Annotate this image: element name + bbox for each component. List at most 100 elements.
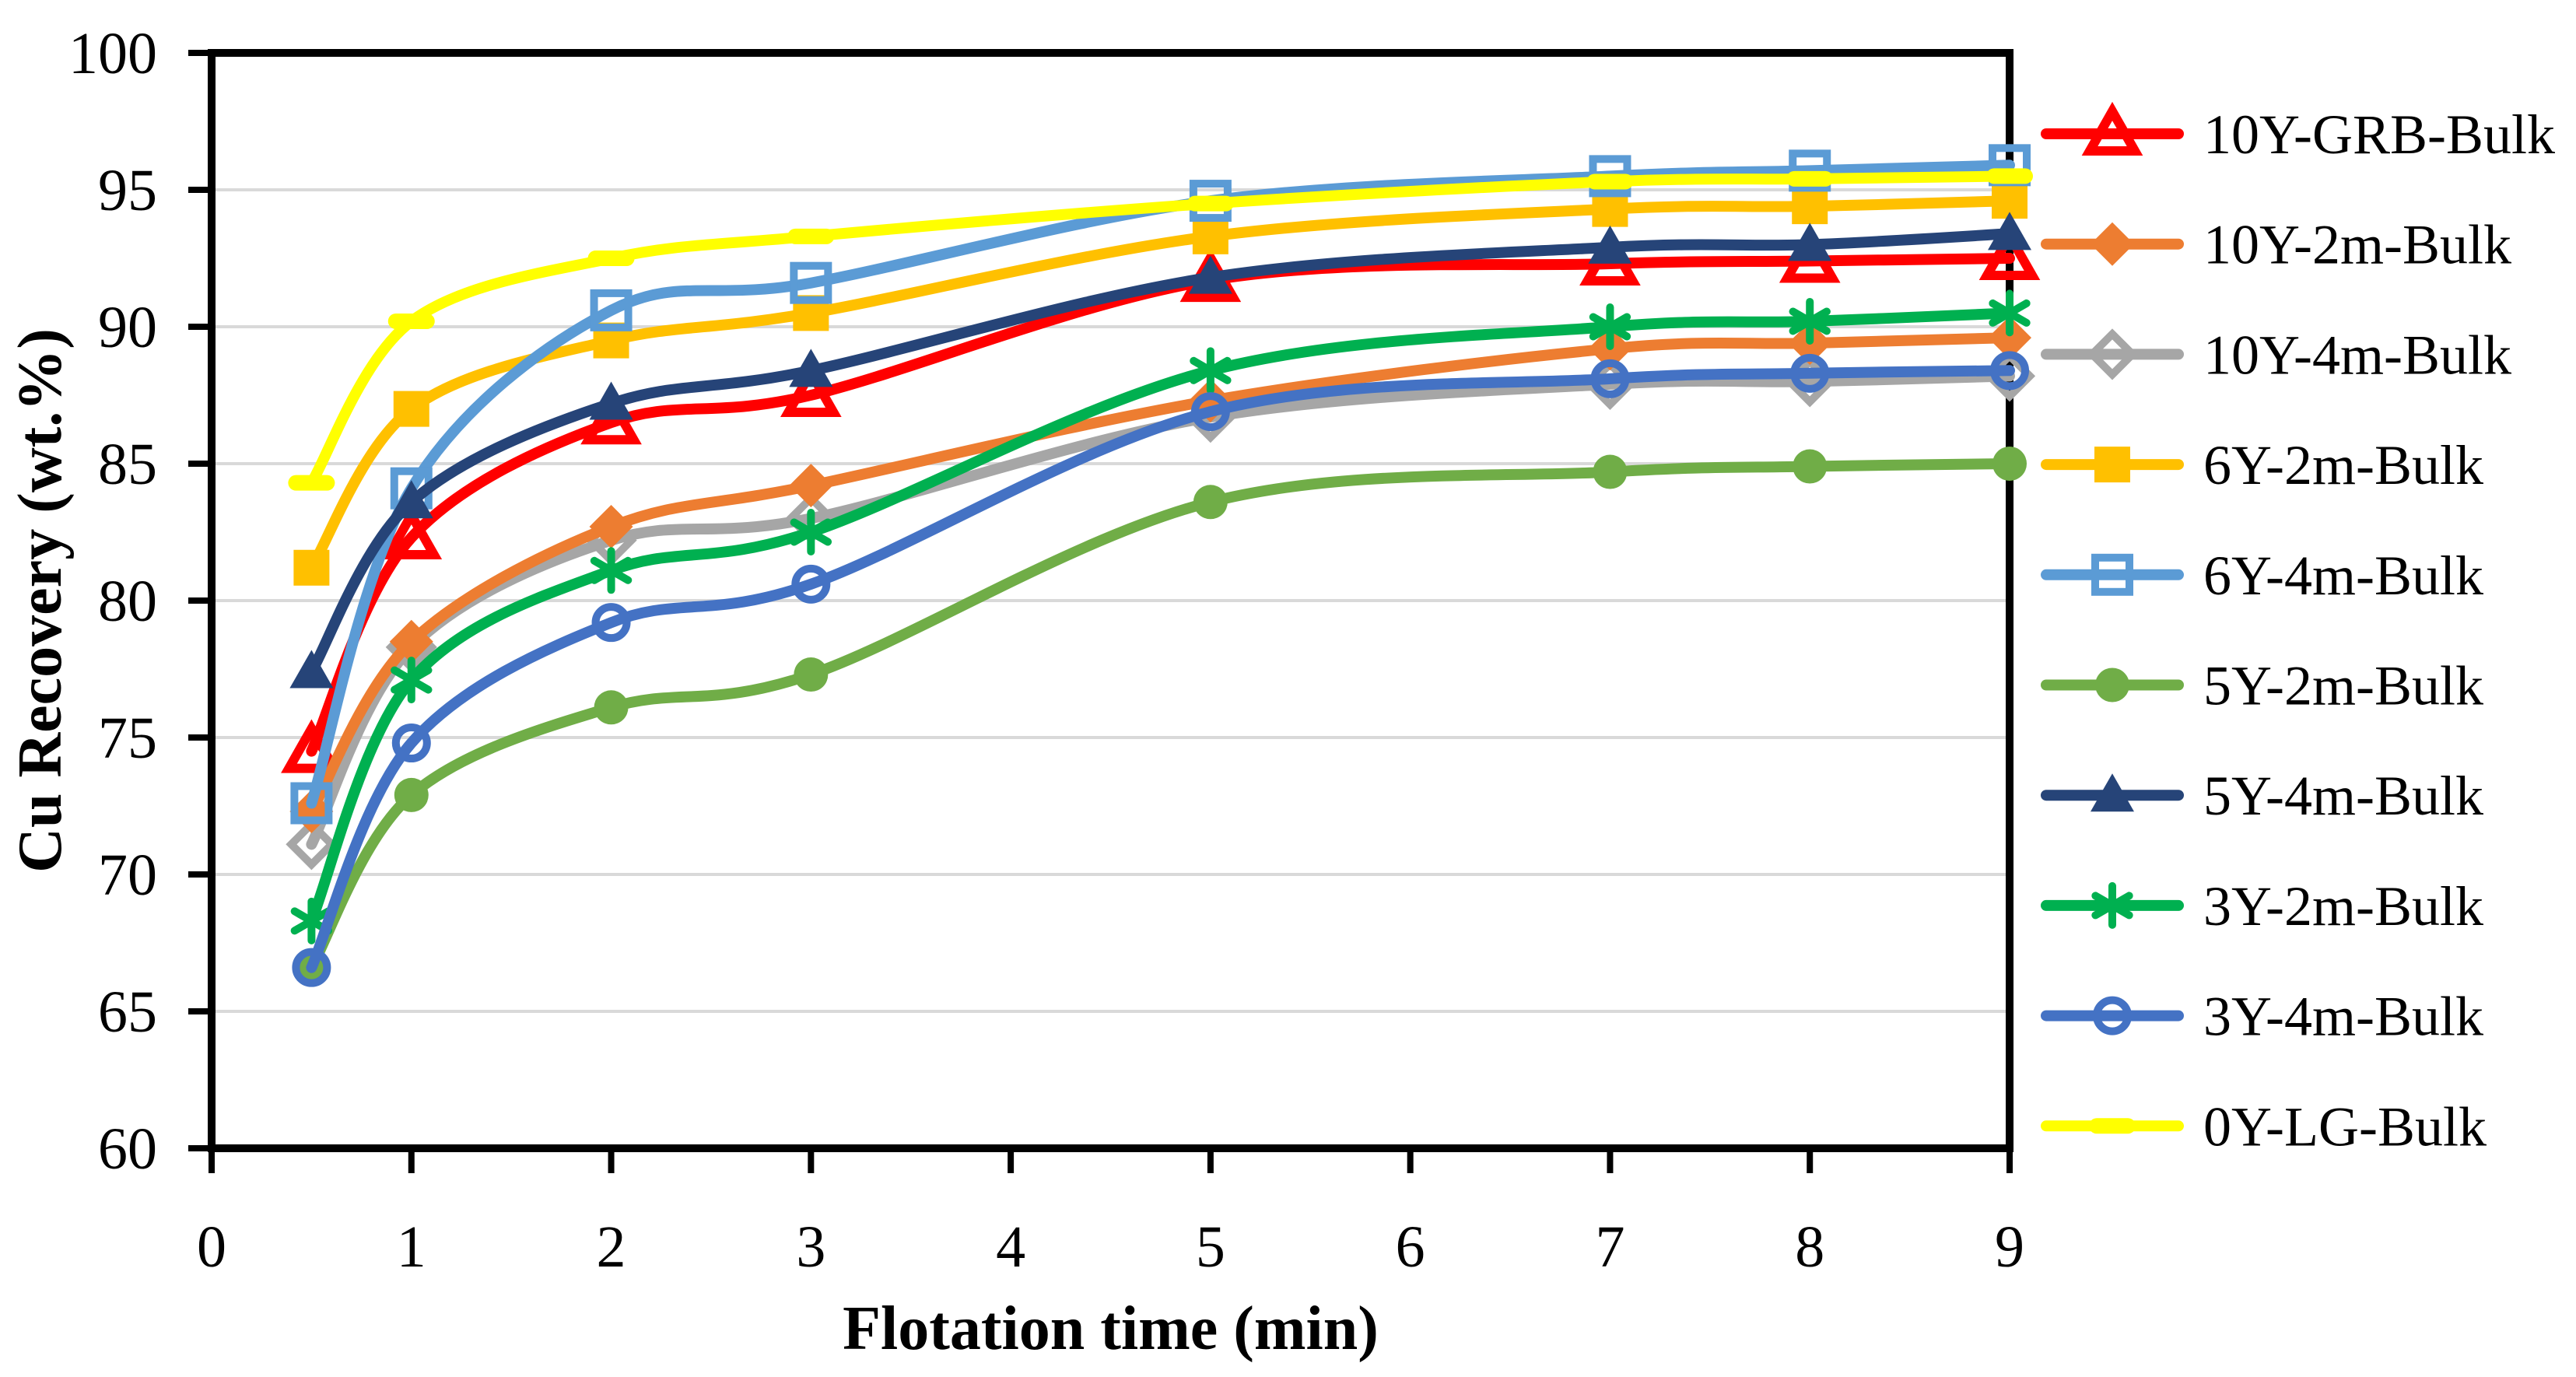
y-tick-label-85: 85 — [98, 432, 157, 497]
marker-square-open — [1789, 149, 1831, 192]
y-tick-label-95: 95 — [98, 158, 157, 223]
marker-circle-open — [1790, 353, 1830, 393]
y-tick-label-80: 80 — [98, 569, 157, 634]
y-tick-label-65: 65 — [98, 979, 157, 1045]
legend-label: 0Y-LG-Bulk — [2203, 1095, 2487, 1158]
marker-circle-filled — [594, 690, 629, 725]
series-line-10Y-2m-Bulk — [306, 332, 2015, 817]
series-0Y-LG-Bulk — [288, 168, 2033, 491]
y-axis-title: Cu Recovery (wt.%) — [6, 328, 75, 873]
legend-label: 3Y-2m-Bulk — [2203, 875, 2483, 937]
marker-square-filled — [1192, 218, 1228, 254]
legend-label: 10Y-2m-Bulk — [2203, 214, 2511, 276]
marker-circle-filled — [1992, 447, 2027, 481]
marker-triangle-open — [780, 363, 842, 417]
series-3Y-2m-Bulk — [290, 289, 2031, 944]
y-tick-label-90: 90 — [98, 295, 157, 360]
marker-diamond-open — [2086, 328, 2139, 380]
marker-triangle-filled — [1788, 222, 1832, 261]
marker-square-open — [790, 261, 832, 304]
marker-square-filled — [393, 391, 429, 427]
marker-asterisk — [391, 657, 433, 704]
marker-circle-open — [791, 564, 831, 604]
marker-circle-filled — [2095, 667, 2129, 703]
marker-triangle-filled — [1188, 255, 1232, 294]
marker-triangle-open — [1978, 226, 2041, 280]
marker-square-filled — [293, 549, 330, 586]
marker-triangle-filled — [389, 480, 433, 519]
series-line-5Y-2m-Bulk — [306, 458, 2015, 973]
legend-label: 10Y-4m-Bulk — [2203, 324, 2511, 386]
legend-item-6Y-4m-Bulk: 6Y-4m-Bulk — [2041, 545, 2483, 607]
marker-circle-filled — [1193, 485, 1228, 520]
legend-item-5Y-4m-Bulk: 5Y-4m-Bulk — [2041, 765, 2483, 827]
marker-triangle-open — [380, 505, 443, 560]
series-line-3Y-2m-Bulk — [306, 307, 2015, 927]
series-line-5Y-4m-Bulk — [306, 228, 2015, 678]
marker-square-open — [290, 782, 333, 825]
marker-triangle-open — [580, 391, 642, 445]
marker-circle-open — [391, 724, 431, 763]
marker-diamond-filled — [389, 619, 433, 664]
x-axis-tick-labels: 0 1 2 3 4 5 6 7 8 9 — [197, 1214, 2024, 1280]
legend-item-3Y-2m-Bulk: 3Y-2m-Bulk — [2041, 875, 2483, 937]
y-tick-label-100: 100 — [68, 21, 157, 86]
marker-asterisk — [1589, 303, 1631, 350]
x-tick-label-9: 9 — [1995, 1214, 2024, 1280]
marker-triangle-filled — [1588, 225, 1632, 264]
y-tick-label-60: 60 — [98, 1116, 157, 1182]
marker-circle-open — [1190, 392, 1230, 432]
legend-item-10Y-4m-Bulk: 10Y-4m-Bulk — [2041, 324, 2511, 386]
marker-circle-filled — [1793, 449, 1828, 484]
marker-circle-filled — [794, 657, 829, 692]
legend-label: 5Y-2m-Bulk — [2203, 655, 2483, 717]
marker-circle-open — [2093, 996, 2132, 1035]
plot-border — [208, 49, 2013, 1152]
legend-label: 6Y-4m-Bulk — [2203, 545, 2483, 607]
legend: 10Y-GRB-Bulk 10Y-2m-Bulk 10Y-4m-Bulk 6Y-2m-… — [2041, 101, 2555, 1158]
marker-asterisk — [1989, 289, 2031, 337]
x-tick-label-4: 4 — [996, 1214, 1025, 1280]
marker-triangle-open — [2081, 101, 2143, 156]
x-tick-label-1: 1 — [397, 1214, 426, 1280]
legend-label: 5Y-4m-Bulk — [2203, 765, 2483, 827]
y-tick-label-75: 75 — [98, 706, 157, 771]
x-tick-label-3: 3 — [796, 1214, 825, 1280]
legend-item-0Y-LG-Bulk: 0Y-LG-Bulk — [2041, 1095, 2487, 1158]
marker-asterisk — [2091, 881, 2133, 929]
x-tick-label-8: 8 — [1795, 1214, 1824, 1280]
series-line-3Y-4m-Bulk — [306, 365, 2015, 973]
marker-square-filled — [1792, 188, 1828, 225]
x-tick-label-7: 7 — [1595, 1214, 1624, 1280]
marker-triangle-filled — [2091, 773, 2134, 812]
legend-item-5Y-2m-Bulk: 5Y-2m-Bulk — [2041, 655, 2483, 717]
marker-asterisk — [1789, 297, 1831, 345]
series-10Y-2m-Bulk — [289, 316, 2031, 834]
x-tick-label-0: 0 — [197, 1214, 226, 1280]
legend-item-3Y-4m-Bulk: 3Y-4m-Bulk — [2041, 986, 2483, 1048]
axis-ticks — [188, 50, 2013, 1173]
y-tick-label-70: 70 — [98, 843, 157, 908]
legend-label: 6Y-2m-Bulk — [2203, 434, 2483, 496]
marker-square-open — [2091, 553, 2133, 596]
marker-asterisk — [790, 509, 832, 555]
series-line-0Y-LG-Bulk — [306, 170, 2015, 489]
marker-circle-open — [591, 603, 631, 643]
marker-circle-filled — [1593, 454, 1628, 489]
legend-item-10Y-GRB-Bulk: 10Y-GRB-Bulk — [2041, 101, 2555, 166]
marker-diamond-open — [286, 818, 338, 871]
marker-triangle-filled — [789, 349, 833, 387]
marker-square-filled — [2094, 447, 2130, 483]
x-tick-label-6: 6 — [1396, 1214, 1425, 1280]
marker-triangle-filled — [1988, 212, 2031, 251]
marker-diamond-filled — [589, 504, 633, 548]
series-5Y-2m-Bulk — [294, 447, 2027, 985]
marker-diamond-filled — [2091, 222, 2134, 266]
series-3Y-4m-Bulk — [292, 351, 2029, 987]
y-axis-tick-labels: 60 65 70 75 80 85 90 95 100 — [68, 21, 157, 1182]
series-line-10Y-4m-Bulk — [306, 370, 2015, 850]
marker-circle-open — [1990, 351, 2029, 391]
